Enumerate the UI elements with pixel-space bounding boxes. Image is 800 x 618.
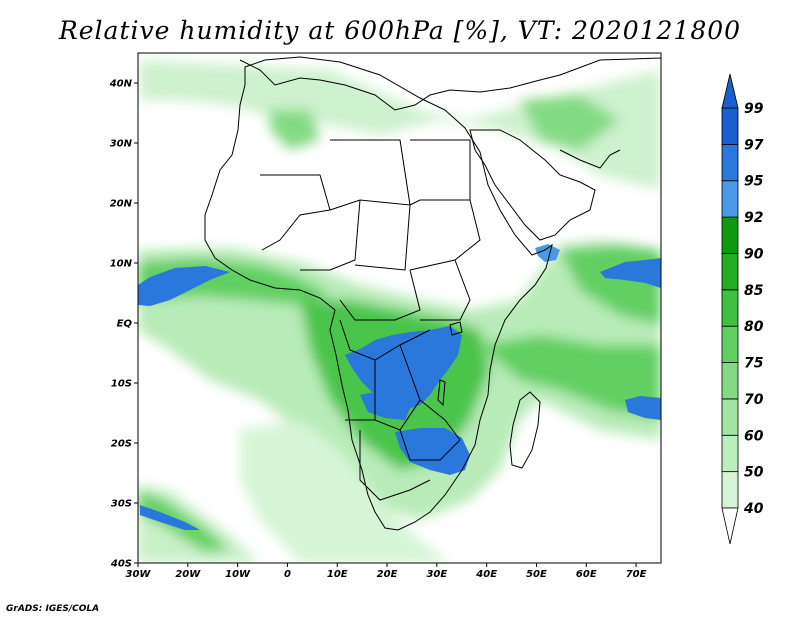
humidity-core-southern-africa xyxy=(395,428,470,475)
colorbar-segment xyxy=(721,362,739,400)
humidity-shade-east-band xyxy=(480,335,661,420)
lon-tick-label: 60E xyxy=(576,569,597,580)
colorbar-label: 99 xyxy=(744,101,764,117)
lake-victoria xyxy=(449,321,463,336)
colorbar-label: 97 xyxy=(744,137,764,153)
lon-tick-label: 70E xyxy=(626,569,647,580)
lon-tick-label: 40E xyxy=(475,569,497,580)
humidity-core-south-atlantic xyxy=(140,505,200,530)
colorbar-bottom-arrow xyxy=(721,507,739,545)
lon-tick-label: 10E xyxy=(327,569,348,580)
humidity-core-congo xyxy=(345,326,462,410)
colorbar-label: 50 xyxy=(744,465,764,481)
colorbar-segment xyxy=(721,325,739,363)
madagascar-coastline xyxy=(509,391,541,469)
colorbar-top-arrow xyxy=(721,73,739,109)
lat-tick-label: 10S xyxy=(111,379,132,390)
colorbar-segment xyxy=(721,107,739,145)
lon-tick-label: 50E xyxy=(526,569,547,580)
latitude-axis: 40N 30N 20N 10N EQ 10S 20S 30S 40S xyxy=(109,79,138,570)
map-title: Relative humidity at 600hPa [%], VT: 202… xyxy=(58,16,742,45)
humidity-core-angola xyxy=(360,392,410,420)
longitude-axis: 30W 20W 10W 0 10E 20E 30E 40E 50E 60E 70E xyxy=(126,563,647,580)
colorbar-segment xyxy=(721,216,739,254)
humidity-core-indian-ocean xyxy=(625,396,661,420)
lat-tick-label: 30S xyxy=(111,499,132,510)
lat-tick-label: 20N xyxy=(110,199,133,210)
lat-tick-label: 10N xyxy=(110,259,133,270)
lon-tick-label: 0 xyxy=(284,569,291,580)
humidity-shade-levant xyxy=(520,95,620,150)
humidity-core-somali xyxy=(535,244,560,262)
lat-tick-label: EQ xyxy=(117,319,133,330)
map-plot-area xyxy=(137,52,662,564)
europe-coastline xyxy=(239,57,661,111)
colorbar-label: 70 xyxy=(744,392,764,408)
colorbar-label: 92 xyxy=(744,210,763,226)
colorbar-segment xyxy=(721,398,739,436)
lat-tick-label: 40S xyxy=(110,559,132,570)
humidity-core-arabian-sea xyxy=(600,258,661,288)
humidity-shade-north-med xyxy=(270,110,320,150)
colorbar-segment xyxy=(721,143,739,182)
colorbar-label: 80 xyxy=(744,319,764,335)
humidity-core-gulf-guinea xyxy=(138,266,230,306)
country-borders xyxy=(260,139,481,501)
arabia-coastline xyxy=(469,129,596,241)
colorbar-label: 90 xyxy=(744,246,764,262)
colorbar-label: 95 xyxy=(744,174,764,190)
lat-tick-label: 20S xyxy=(111,439,132,450)
colorbar-segment xyxy=(721,471,739,509)
humidity-shade-north xyxy=(140,60,660,190)
persian-gulf xyxy=(559,149,621,169)
lat-tick-label: 40N xyxy=(109,79,133,90)
colorbar-label: 85 xyxy=(744,283,764,299)
lon-tick-label: 30W xyxy=(126,569,152,580)
grads-credit: GrADS: IGES/COLA xyxy=(6,604,100,614)
colorbar-segment xyxy=(721,289,739,327)
colorbar-segment xyxy=(721,180,739,218)
lon-tick-label: 20W xyxy=(175,569,201,580)
colorbar-label: 60 xyxy=(744,428,764,444)
colorbar: 40 50 60 70 75 80 85 90 92 95 97 99 xyxy=(721,73,764,545)
colorbar-segment xyxy=(721,253,739,291)
humidity-shade-south-light xyxy=(240,420,450,563)
lat-tick-label: 30N xyxy=(110,139,133,150)
colorbar-segment xyxy=(721,434,739,473)
colorbar-label: 40 xyxy=(743,501,764,517)
lon-tick-label: 30E xyxy=(426,569,447,580)
lake-malawi xyxy=(437,379,446,407)
africa-coastline xyxy=(204,56,553,531)
plot-frame xyxy=(137,52,662,564)
lon-tick-label: 20E xyxy=(377,569,398,580)
coastline-and-borders xyxy=(204,56,661,531)
humidity-core-shading xyxy=(138,244,661,530)
lon-tick-label: 10W xyxy=(225,569,251,580)
colorbar-label: 75 xyxy=(744,356,764,372)
humidity-shade-south-atlantic xyxy=(138,490,230,552)
